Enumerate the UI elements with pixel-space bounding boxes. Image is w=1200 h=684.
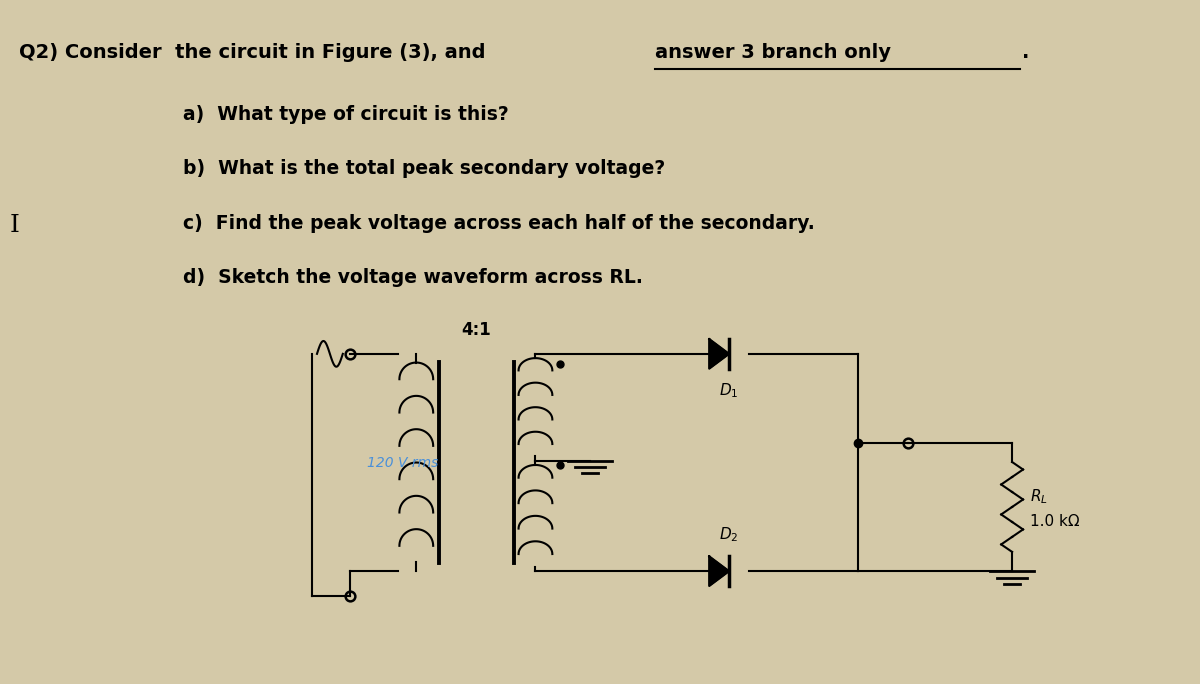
Text: 120 V rms: 120 V rms [367,456,438,469]
Text: a)  What type of circuit is this?: a) What type of circuit is this? [182,105,509,124]
Text: $D_1$: $D_1$ [719,382,739,400]
Text: d)  Sketch the voltage waveform across RL.: d) Sketch the voltage waveform across RL… [182,268,643,287]
Text: .: . [1022,42,1030,62]
Text: I: I [10,213,19,237]
Text: $R_L$: $R_L$ [1030,488,1048,506]
Text: 1.0 kΩ: 1.0 kΩ [1030,514,1080,529]
Text: b)  What is the total peak secondary voltage?: b) What is the total peak secondary volt… [182,159,665,179]
Text: $D_2$: $D_2$ [719,525,739,544]
Text: Q2) Consider  the circuit in Figure (3), and: Q2) Consider the circuit in Figure (3), … [19,42,492,62]
Text: 4:1: 4:1 [461,321,491,339]
Polygon shape [709,556,730,586]
Text: c)  Find the peak voltage across each half of the secondary.: c) Find the peak voltage across each hal… [182,213,815,233]
Polygon shape [709,339,730,369]
Text: answer 3 branch only: answer 3 branch only [655,42,890,62]
